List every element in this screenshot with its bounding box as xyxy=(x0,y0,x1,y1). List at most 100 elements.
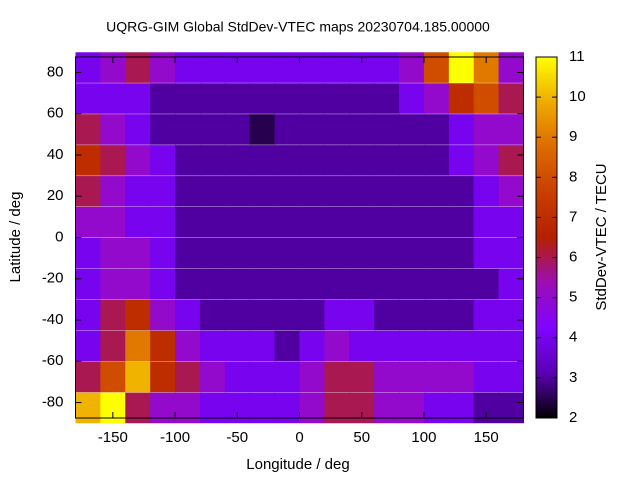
heatmap-cell xyxy=(249,114,276,145)
heatmap-cell xyxy=(100,299,126,331)
heatmap-cell xyxy=(100,268,126,300)
heatmap-cell xyxy=(374,114,400,145)
heatmap-cell xyxy=(199,361,226,393)
heatmap-cell xyxy=(125,268,151,300)
heatmap-cell xyxy=(349,114,375,145)
heatmap-cell xyxy=(249,299,276,331)
heatmap-cell xyxy=(324,330,350,362)
heatmap-cell xyxy=(498,176,524,207)
heatmap-cell xyxy=(75,145,101,176)
heatmap-cell xyxy=(75,330,101,362)
colorbar-label: StdDev-VTEC / TECU xyxy=(593,163,610,310)
heatmap-cell xyxy=(125,176,151,207)
heatmap-cell xyxy=(125,206,151,238)
x-tick-label: -100 xyxy=(160,429,190,446)
heatmap-cell xyxy=(274,330,300,362)
heatmap-cell xyxy=(224,268,251,300)
heatmap-cell xyxy=(448,176,475,207)
heatmap-cell xyxy=(374,145,400,176)
heatmap-cell xyxy=(199,330,226,362)
heatmap-cell xyxy=(249,83,276,114)
heatmap-cell xyxy=(423,268,450,300)
heatmap-cell xyxy=(374,237,400,269)
colorbar-tick-label: 2 xyxy=(569,409,577,426)
heatmap-cell xyxy=(274,299,300,331)
heatmap-cell xyxy=(324,237,350,269)
heatmap-cell xyxy=(473,299,500,331)
heatmap-cell xyxy=(299,206,325,238)
heatmap-cell xyxy=(423,114,450,145)
heatmap-cell xyxy=(199,299,226,331)
heatmap-cell xyxy=(473,268,500,300)
heatmap-cell xyxy=(274,361,300,393)
heatmap-cell xyxy=(75,83,101,114)
heatmap-cell xyxy=(274,176,300,207)
heatmap-cell xyxy=(374,83,400,114)
heatmap-cell xyxy=(175,330,201,362)
heatmap-cell xyxy=(399,83,425,114)
heatmap-cell xyxy=(199,145,226,176)
heatmap-cell xyxy=(175,299,201,331)
heatmap-cell xyxy=(399,176,425,207)
heatmap-cell xyxy=(150,392,176,424)
heatmap-cell xyxy=(399,114,425,145)
heatmap-cell xyxy=(75,206,101,238)
heatmap-cell xyxy=(498,330,524,362)
heatmap-cell xyxy=(324,114,350,145)
heatmap-cell xyxy=(75,392,101,424)
heatmap-cell xyxy=(100,237,126,269)
heatmap-cell xyxy=(150,206,176,238)
heatmap-cell xyxy=(150,145,176,176)
heatmap-cell xyxy=(324,392,350,424)
heatmap-cell xyxy=(199,83,226,114)
heatmap-cell xyxy=(175,237,201,269)
heatmap-cell xyxy=(448,299,475,331)
colorbar-tick-label: 6 xyxy=(569,249,577,266)
heatmap-cell xyxy=(498,83,524,114)
heatmap-cell xyxy=(100,330,126,362)
heatmap-cell xyxy=(150,114,176,145)
heatmap-cell xyxy=(473,361,500,393)
heatmap-cell xyxy=(249,237,276,269)
colorbar-tick-label: 5 xyxy=(569,289,577,306)
heatmap-cell xyxy=(249,392,276,424)
heatmap-cell xyxy=(349,268,375,300)
heatmap-cell xyxy=(299,299,325,331)
heatmap-cell xyxy=(399,392,425,424)
heatmap-cell xyxy=(498,145,524,176)
heatmap-cell xyxy=(448,114,475,145)
heatmap-cell xyxy=(75,176,101,207)
heatmap-cell xyxy=(473,237,500,269)
x-tick-label: 150 xyxy=(474,429,499,446)
heatmap-cell xyxy=(473,83,500,114)
colorbar xyxy=(535,56,558,419)
heatmap-cell xyxy=(150,83,176,114)
heatmap-cell xyxy=(349,392,375,424)
heatmap-cell xyxy=(150,299,176,331)
heatmap-cell xyxy=(374,361,400,393)
y-tick-label: -40 xyxy=(42,311,64,328)
x-axis-label: Longitude / deg xyxy=(246,456,349,473)
heatmap-cell xyxy=(274,83,300,114)
heatmap-cell xyxy=(448,206,475,238)
heatmap-cell xyxy=(249,361,276,393)
colorbar-tick-label: 4 xyxy=(569,329,577,346)
heatmap-cell xyxy=(75,268,101,300)
heatmap-cell xyxy=(125,392,151,424)
heatmap-cell xyxy=(299,114,325,145)
heatmap-cell xyxy=(249,206,276,238)
heatmap-cell xyxy=(75,361,101,393)
chart-title: UQRG-GIM Global StdDev-VTEC maps 2023070… xyxy=(106,19,490,35)
heatmap-cell xyxy=(199,392,226,424)
colorbar-tick-label: 10 xyxy=(569,88,586,105)
heatmap-cell xyxy=(324,361,350,393)
heatmap-cell xyxy=(150,330,176,362)
y-axis-label: Latitude / deg xyxy=(7,192,24,283)
heatmap-cell xyxy=(374,268,400,300)
heatmap-cell xyxy=(100,176,126,207)
heatmap-cell xyxy=(374,299,400,331)
heatmap-cell xyxy=(175,268,201,300)
heatmap-cell xyxy=(349,237,375,269)
heatmap-cell xyxy=(299,392,325,424)
heatmap-cell xyxy=(75,114,101,145)
